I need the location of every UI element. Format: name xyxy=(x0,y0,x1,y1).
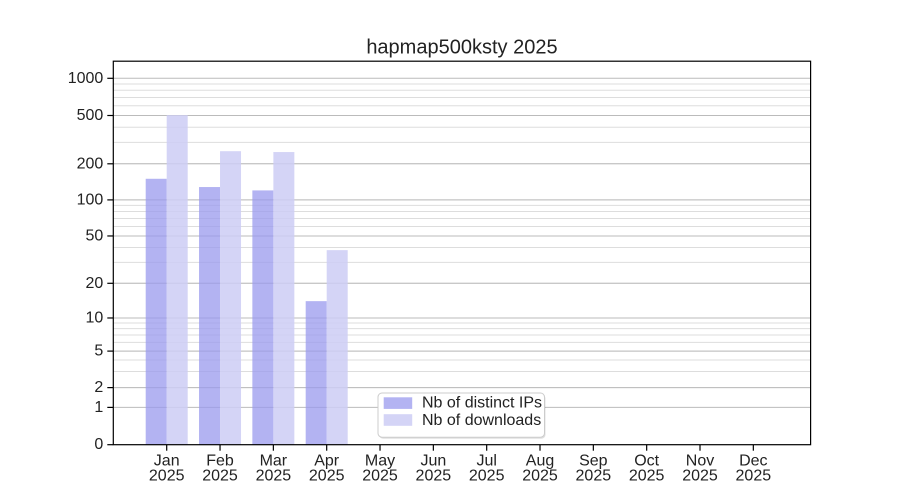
svg-text:2025: 2025 xyxy=(202,468,238,485)
svg-text:2025: 2025 xyxy=(469,468,505,485)
svg-text:500: 500 xyxy=(77,107,104,124)
svg-text:Nb of distinct IPs: Nb of distinct IPs xyxy=(422,395,542,412)
svg-text:2025: 2025 xyxy=(149,468,185,485)
svg-text:2025: 2025 xyxy=(522,468,558,485)
svg-text:10: 10 xyxy=(86,309,104,326)
svg-text:100: 100 xyxy=(77,191,104,208)
svg-text:hapmap500ksty 2025: hapmap500ksty 2025 xyxy=(366,36,557,58)
svg-text:200: 200 xyxy=(77,155,104,172)
svg-text:0: 0 xyxy=(94,436,103,453)
svg-text:Nb of downloads: Nb of downloads xyxy=(422,412,541,429)
svg-text:2025: 2025 xyxy=(736,468,772,485)
svg-text:2025: 2025 xyxy=(576,468,612,485)
svg-text:2025: 2025 xyxy=(309,468,345,485)
svg-text:2025: 2025 xyxy=(682,468,718,485)
svg-text:2025: 2025 xyxy=(256,468,292,485)
svg-text:2025: 2025 xyxy=(362,468,398,485)
svg-text:5: 5 xyxy=(94,343,103,360)
svg-text:2025: 2025 xyxy=(416,468,452,485)
svg-text:2: 2 xyxy=(94,379,103,396)
svg-text:1: 1 xyxy=(94,399,103,416)
svg-text:20: 20 xyxy=(86,275,104,292)
svg-text:50: 50 xyxy=(86,227,104,244)
svg-text:2025: 2025 xyxy=(629,468,665,485)
svg-text:1000: 1000 xyxy=(68,70,104,87)
